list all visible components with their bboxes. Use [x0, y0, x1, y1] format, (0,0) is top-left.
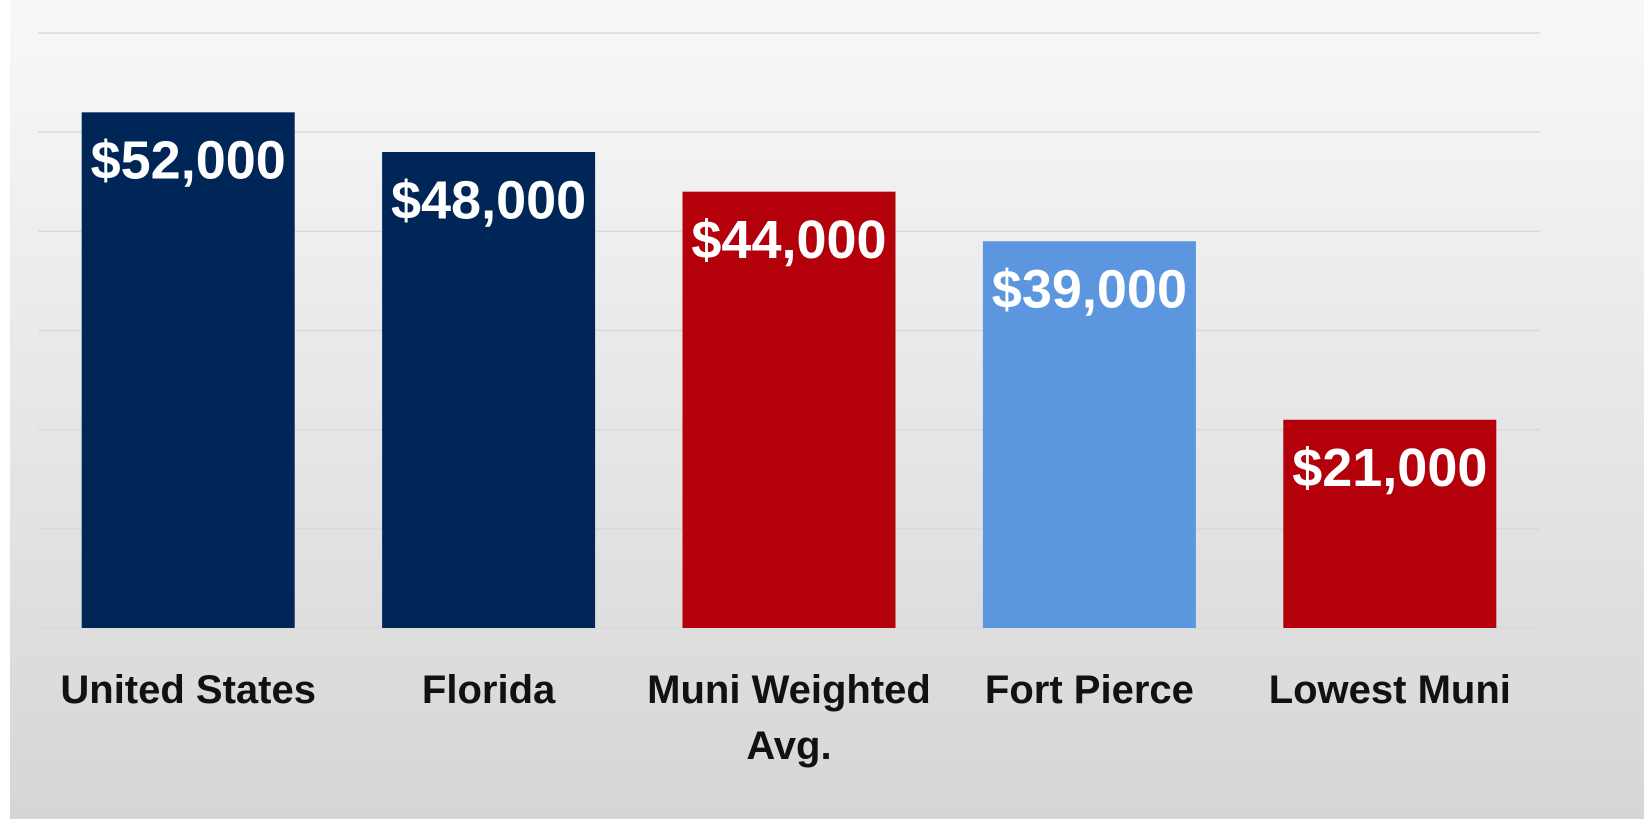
- data-label: $21,000: [1292, 438, 1487, 498]
- data-label: $52,000: [91, 131, 286, 191]
- data-label: $44,000: [691, 210, 886, 270]
- x-tick-label: Florida: [421, 668, 556, 712]
- x-tick-label: Muni Weighted Avg.: [647, 668, 931, 768]
- x-tick-label: United States: [60, 668, 316, 712]
- bar: [682, 191, 896, 628]
- data-label: $39,000: [992, 260, 1187, 320]
- bar: [1283, 419, 1497, 628]
- chart: $52,000 $48,000 $44,000 $39,000 $21,000: [38, 32, 1540, 629]
- x-tick-label: Lowest Muni: [1268, 668, 1511, 712]
- x-tick-label: Fort Pierce: [984, 668, 1194, 712]
- chart-area: $52,000 $48,000 $44,000 $39,000 $21,000 Unit…: [10, 0, 1644, 819]
- bar: [982, 241, 1196, 628]
- bar: [81, 112, 295, 629]
- data-label: $48,000: [391, 170, 586, 230]
- bar: [382, 152, 596, 628]
